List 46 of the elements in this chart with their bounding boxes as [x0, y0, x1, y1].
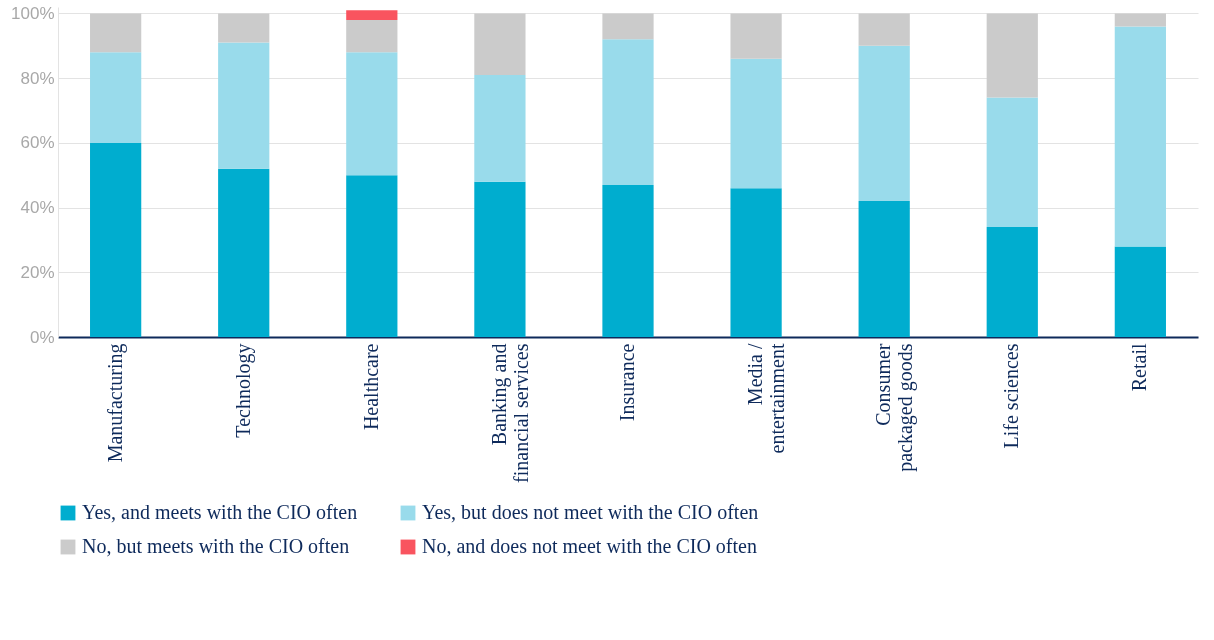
bar — [1114, 26, 1166, 247]
bar — [90, 52, 142, 143]
legend-label: Yes, and meets with the CIO often — [82, 501, 358, 523]
bar — [986, 97, 1038, 227]
bar — [730, 13, 782, 59]
bar — [474, 13, 526, 75]
bar — [346, 175, 398, 337]
bar — [1114, 13, 1166, 27]
x-tick-label: Life sciences — [1000, 343, 1023, 449]
x-tick-label: Retail — [1128, 343, 1151, 392]
bar — [346, 10, 398, 20]
x-tick-label: Healthcare — [359, 343, 382, 431]
bar — [858, 45, 910, 202]
x-tick-label: Banking and financial services — [487, 343, 532, 483]
bar — [90, 142, 142, 337]
bar — [1114, 246, 1166, 337]
y-tick-label: 20% — [20, 262, 55, 282]
bar — [90, 13, 142, 53]
bar — [602, 39, 654, 185]
legend-label: No, and does not meet with the CIO often — [422, 535, 757, 557]
y-tick-label: 80% — [20, 68, 55, 88]
legend-label: Yes, but does not meet with the CIO often — [422, 501, 759, 523]
bar — [986, 13, 1038, 98]
legend-label: No, but meets with the CIO often — [82, 535, 350, 557]
y-tick-label: 100% — [11, 3, 55, 23]
x-tick-label: Manufacturing — [103, 343, 127, 463]
y-tick-label: 40% — [20, 198, 55, 218]
y-tick-label: 0% — [29, 327, 55, 347]
bar — [986, 227, 1038, 337]
bar — [730, 188, 782, 337]
x-tick-label: Media / entertainment — [744, 343, 789, 454]
bar — [346, 52, 398, 176]
bar — [346, 19, 398, 53]
y-tick-label: 60% — [20, 133, 55, 153]
bar — [474, 74, 526, 182]
bar — [218, 42, 270, 169]
bar — [858, 201, 910, 337]
x-tick-label: Technology — [231, 343, 255, 438]
bar — [474, 181, 526, 337]
bar — [858, 13, 910, 46]
bar — [602, 13, 654, 40]
x-tick-label: Insurance — [616, 343, 638, 422]
bar — [218, 13, 270, 43]
bar — [602, 184, 654, 337]
bar — [218, 168, 270, 337]
bar — [730, 58, 782, 189]
